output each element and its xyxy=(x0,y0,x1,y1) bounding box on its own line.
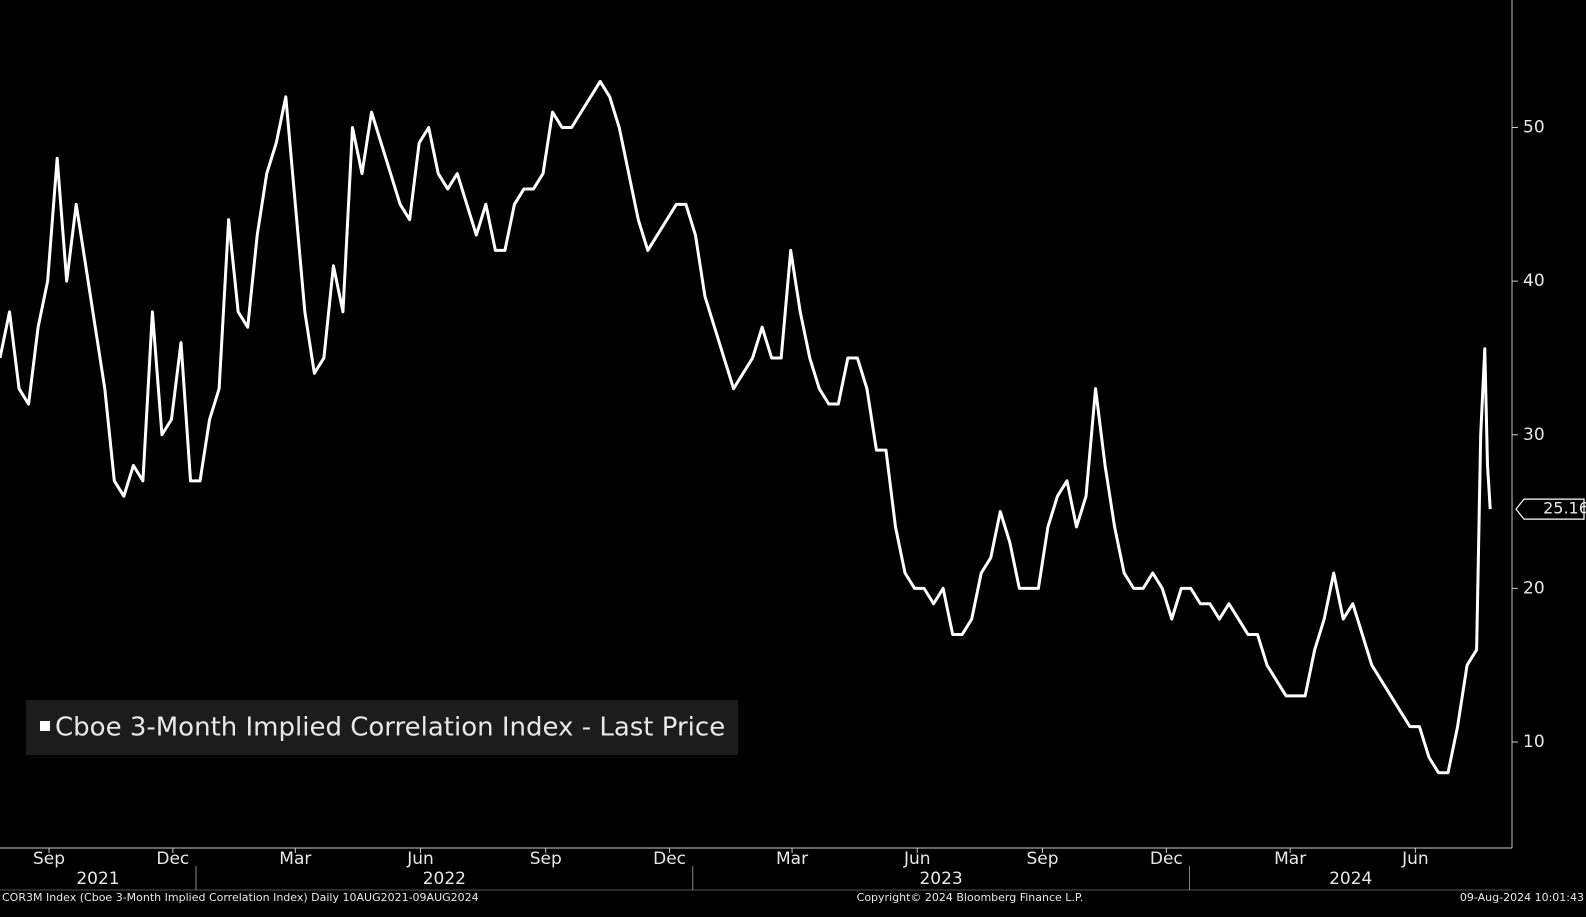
x-tick-label: Sep xyxy=(1026,849,1058,869)
footer-left: COR3M Index (Cboe 3-Month Implied Correl… xyxy=(2,891,479,904)
x-tick-label: Jun xyxy=(406,849,434,869)
legend-label: Cboe 3-Month Implied Correlation Index -… xyxy=(55,713,725,743)
x-tick-label: Jun xyxy=(1401,849,1429,869)
y-tick-label: 10 xyxy=(1523,732,1545,752)
footer-right: 09-Aug-2024 10:01:43 xyxy=(1460,891,1584,904)
y-tick-label: 40 xyxy=(1523,271,1545,291)
y-tick-label: 30 xyxy=(1523,425,1545,445)
x-tick-label: Dec xyxy=(1150,849,1183,869)
legend-swatch xyxy=(40,721,50,731)
footer-center: Copyright© 2024 Bloomberg Finance L.P. xyxy=(857,891,1084,904)
year-label: 2022 xyxy=(423,869,466,889)
last-price-label: 25.16 xyxy=(1543,499,1586,518)
year-label: 2023 xyxy=(919,869,962,889)
x-tick-label: Mar xyxy=(776,849,808,869)
legend-box xyxy=(26,700,738,755)
series-line xyxy=(0,79,1492,775)
x-tick-label: Dec xyxy=(653,849,686,869)
x-tick-label: Jun xyxy=(903,849,931,869)
year-label: 2021 xyxy=(76,869,119,889)
x-tick-label: Sep xyxy=(33,849,65,869)
x-tick-label: Sep xyxy=(530,849,562,869)
x-tick-label: Mar xyxy=(1274,849,1306,869)
y-tick-label: 20 xyxy=(1523,578,1545,598)
year-label: 2024 xyxy=(1329,869,1372,889)
x-tick-label: Dec xyxy=(156,849,189,869)
last-price-tag xyxy=(1515,498,1585,520)
x-tick-label: Mar xyxy=(279,849,311,869)
y-tick-label: 50 xyxy=(1523,118,1545,138)
